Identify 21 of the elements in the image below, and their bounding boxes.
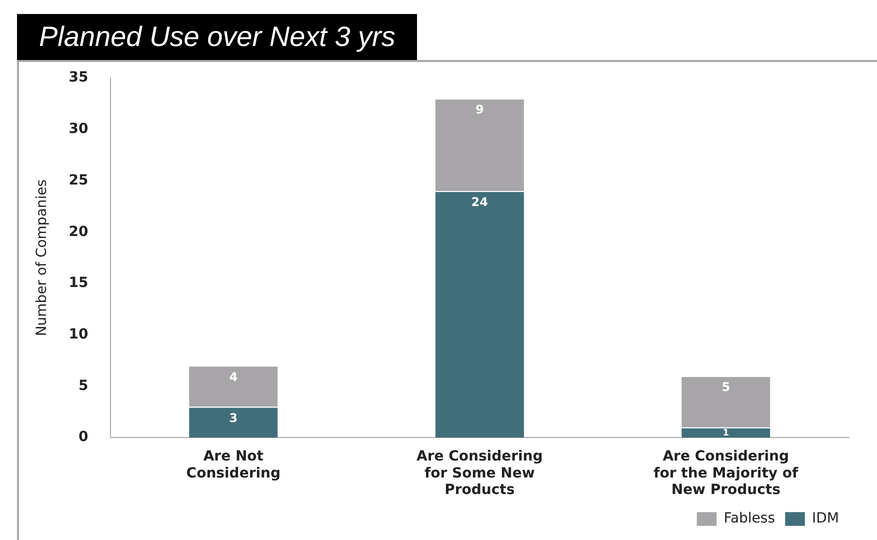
x-tick-label: Are Considering for Some New Products bbox=[416, 448, 543, 498]
data-label: 5 bbox=[722, 380, 730, 394]
y-tick-label: 20 bbox=[68, 224, 89, 240]
chart-title: Planned Use over Next 3 yrs bbox=[17, 14, 418, 60]
y-tick-label: 0 bbox=[78, 429, 89, 446]
data-label: 24 bbox=[471, 195, 488, 210]
data-label: 4 bbox=[229, 370, 238, 384]
y-axis-title: Number of Companies bbox=[34, 179, 50, 336]
data-label: 9 bbox=[475, 102, 484, 117]
y-tick-label: 30 bbox=[68, 121, 89, 138]
y-tick-label: 10 bbox=[68, 326, 89, 342]
y-tick-label: 35 bbox=[68, 70, 88, 86]
legend-label: Fabless bbox=[724, 510, 776, 527]
data-label: 1 bbox=[722, 428, 730, 438]
x-tick-label: Are Not Considering bbox=[186, 448, 281, 482]
y-tick-label: 25 bbox=[68, 172, 88, 188]
data-label: 3 bbox=[229, 410, 238, 425]
x-tick-label: Are Considering for the Majority of New Products bbox=[654, 448, 799, 498]
y-tick-label: 15 bbox=[68, 275, 88, 292]
y-tick-label: 5 bbox=[78, 378, 88, 394]
legend-label: IDM bbox=[812, 510, 840, 527]
